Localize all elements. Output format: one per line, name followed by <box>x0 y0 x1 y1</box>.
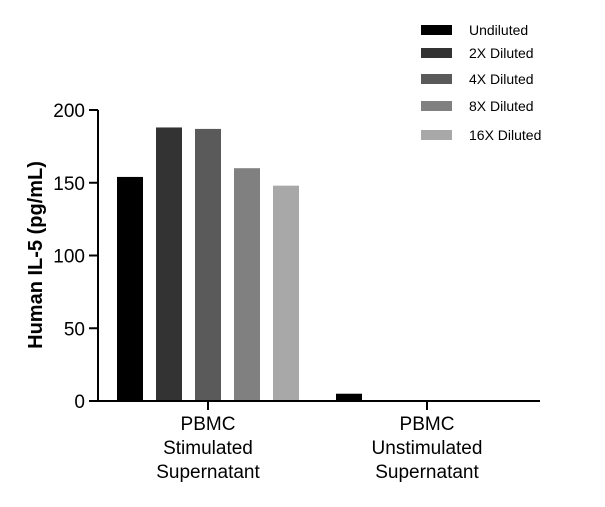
bars-group <box>117 127 362 402</box>
legend-label: 4X Diluted <box>469 71 534 87</box>
legend-swatch <box>421 130 452 140</box>
x-category-labels: PBMC Stimulated Supernatant PBMC Unstimulate… <box>156 401 482 483</box>
bar-undiluted-0 <box>117 176 143 401</box>
y-tick-label: 100 <box>53 247 85 268</box>
bar-16x-diluted-0 <box>273 185 299 401</box>
bar-8x-diluted-0 <box>234 168 260 401</box>
x-category-label: Stimulated <box>163 438 253 459</box>
legend: Undiluted 2X Diluted 4X Diluted 8X Diluted 1… <box>421 22 541 143</box>
y-ticks: 0 50 100 150 200 <box>53 101 98 413</box>
y-tick-label: 150 <box>53 174 85 195</box>
legend-label: 2X Diluted <box>469 45 534 61</box>
x-category-label: PBMC <box>400 414 455 435</box>
legend-label: Undiluted <box>469 22 528 38</box>
legend-swatch <box>421 101 452 111</box>
x-category-label: PBMC <box>181 414 236 435</box>
bar-2x-diluted-0 <box>156 127 182 402</box>
y-tick-label: 200 <box>53 101 85 122</box>
y-tick-label: 50 <box>64 319 85 340</box>
legend-swatch <box>421 74 452 84</box>
legend-swatch <box>421 48 452 58</box>
y-axis-label: Human IL-5 (pg/mL) <box>25 161 47 349</box>
x-category-label: Supernatant <box>375 462 479 483</box>
legend-label: 16X Diluted <box>469 127 541 143</box>
x-category-label: Supernatant <box>156 462 260 483</box>
x-category-label: Unstimulated <box>372 438 483 459</box>
bar-undiluted-1 <box>336 393 362 401</box>
bar-4x-diluted-0 <box>195 128 221 402</box>
legend-swatch <box>421 25 452 35</box>
legend-label: 8X Diluted <box>469 98 534 114</box>
y-tick-label: 0 <box>74 392 85 413</box>
